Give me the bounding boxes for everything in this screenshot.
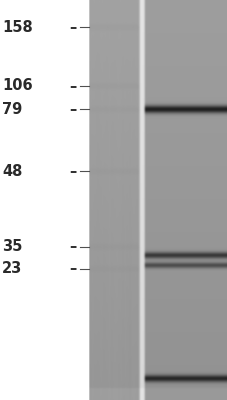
Text: –: – — [69, 261, 76, 276]
Text: –: – — [69, 239, 76, 254]
Text: 106: 106 — [2, 78, 32, 94]
Text: –: – — [69, 78, 76, 94]
Text: –: – — [69, 20, 76, 35]
Text: –: – — [69, 102, 76, 117]
Text: 23: 23 — [2, 261, 22, 276]
Text: –: – — [69, 164, 76, 179]
Text: 79: 79 — [2, 102, 22, 117]
Text: 48: 48 — [2, 164, 22, 179]
Text: 158: 158 — [2, 20, 33, 35]
Text: 35: 35 — [2, 239, 22, 254]
